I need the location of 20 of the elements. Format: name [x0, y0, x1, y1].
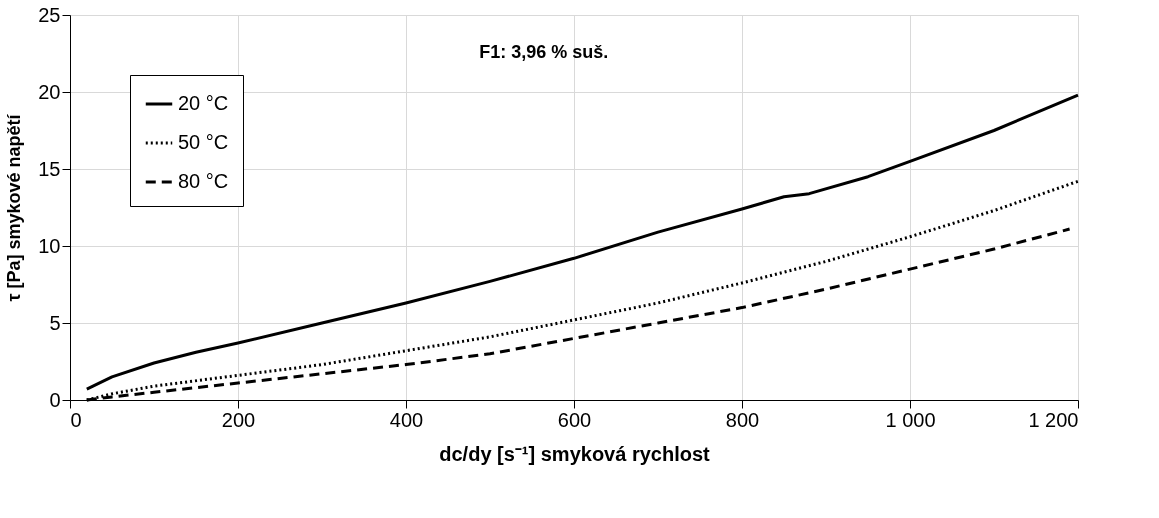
x-tick-label: 600: [557, 408, 592, 431]
x-tick-label: 200: [221, 408, 256, 431]
x-tick-label: 400: [389, 408, 424, 431]
y-tick-label: 0: [49, 388, 61, 411]
x-tick-label: 800: [725, 408, 760, 431]
x-tick-label: 0: [70, 408, 82, 431]
legend-label: 80 °C: [178, 170, 229, 192]
y-tick-label: 15: [38, 157, 61, 180]
y-tick-label: 25: [38, 3, 61, 26]
legend-label: 20 °C: [178, 92, 229, 114]
x-axis-title: dc/dy [s⁻¹] smyková rychlost: [439, 442, 711, 465]
line-series: [85, 93, 1080, 391]
y-tick-label: 5: [49, 311, 61, 334]
y-axis-title: τ [Pa] smykové napětí: [4, 113, 25, 302]
annotation: F1: 3,96 % suš.: [479, 42, 609, 62]
x-tick-label: 1 200: [1028, 408, 1079, 431]
y-tick-label: 10: [38, 234, 61, 257]
y-tick-label: 20: [38, 80, 61, 103]
legend-label: 50 °C: [178, 131, 229, 153]
x-tick-label: 1 000: [885, 408, 936, 431]
